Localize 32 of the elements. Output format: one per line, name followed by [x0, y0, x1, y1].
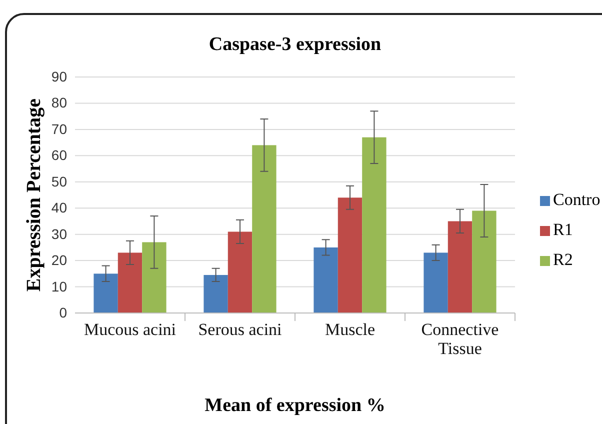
chart-title: Caspase-3 expression	[208, 34, 382, 55]
bar	[228, 232, 252, 313]
legend-label: R1	[553, 220, 573, 239]
y-tick-label: 80	[51, 94, 68, 111]
y-tick-label: 90	[51, 68, 68, 84]
x-tick-label: Mucous acini	[84, 320, 176, 340]
bar	[424, 252, 448, 313]
bar	[118, 252, 142, 313]
y-tick-label: 0	[59, 304, 68, 320]
legend-label: R2	[553, 250, 573, 269]
y-tick-label: 40	[51, 200, 68, 216]
bar	[94, 274, 118, 313]
y-tick-label: 70	[51, 120, 68, 137]
y-tick-label: 60	[51, 147, 68, 164]
bar	[142, 242, 166, 313]
y-tick-label: 50	[51, 173, 68, 190]
bar	[252, 145, 276, 313]
bar	[362, 137, 386, 313]
y-tick-label: 10	[51, 278, 68, 294]
bar	[314, 247, 338, 313]
y-tick-label: 30	[51, 226, 68, 242]
y-axis-title: Expression Percentage	[23, 98, 45, 292]
x-tick-label: Muscle	[324, 320, 376, 340]
y-tick-label: 20	[51, 252, 68, 268]
x-axis-title: Mean of expression %	[204, 395, 386, 416]
bar	[448, 221, 472, 313]
x-tick-label: Serous acini	[198, 320, 282, 340]
legend-label: Contro	[553, 190, 600, 209]
bar	[338, 198, 362, 313]
bar	[204, 274, 228, 313]
x-tick-label: Connective Tissue	[421, 320, 499, 358]
bar	[472, 210, 496, 313]
